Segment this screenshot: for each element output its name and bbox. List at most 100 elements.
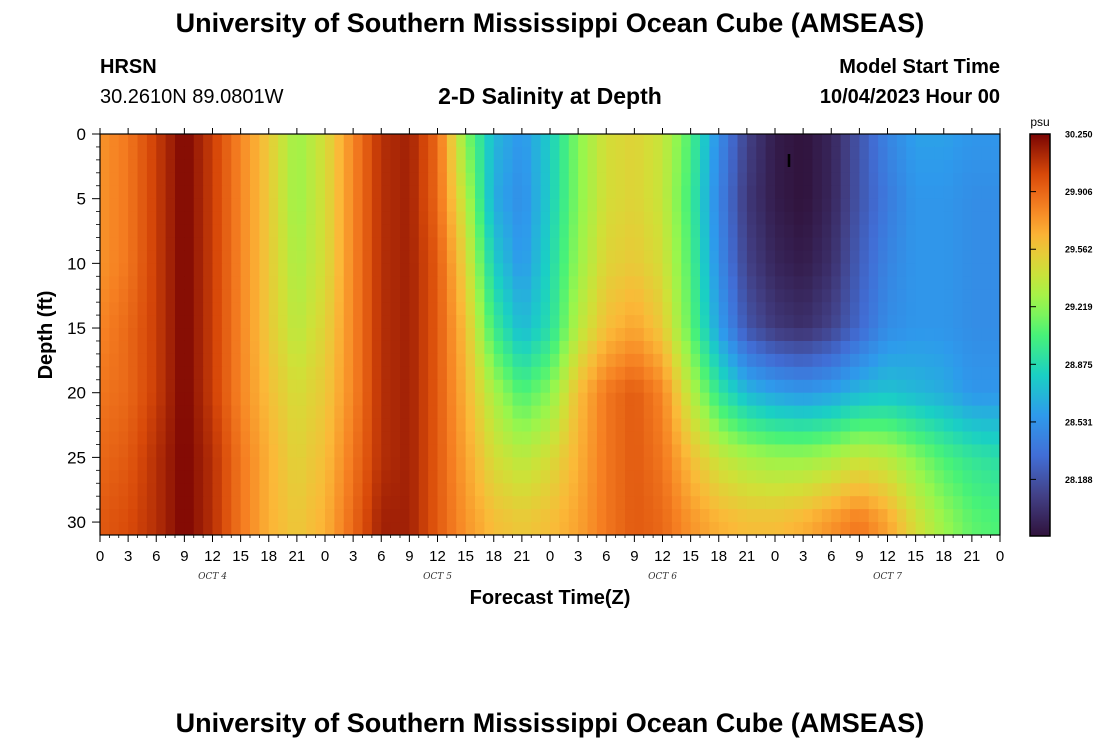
heatmap-cell [521,159,532,174]
heatmap-cell [896,392,907,407]
heatmap-cell [446,522,457,535]
heatmap-cell [540,522,551,535]
heatmap-cell [371,405,382,420]
heatmap-cell [100,185,110,200]
heatmap-cell [915,302,926,316]
heatmap-cell [737,353,748,368]
x-tick-label: 3 [799,548,807,565]
heatmap-cell [287,405,298,420]
heatmap-cell [690,263,701,277]
heatmap-cell [353,470,364,484]
heatmap-cell [812,276,823,290]
heatmap-cell [737,315,748,329]
heatmap-cell [456,353,467,368]
heatmap-cell [681,496,692,510]
heatmap-cell [259,289,270,303]
heatmap-cell [493,289,504,303]
heatmap-cell [381,392,392,407]
heatmap-cell [343,509,354,523]
heatmap-cell [915,263,926,277]
heatmap-cell [268,431,279,446]
heatmap-cell [437,340,448,355]
heatmap-cell [850,457,860,471]
heatmap-cell [475,250,485,264]
heatmap-cell [634,185,645,200]
heatmap-cell [756,444,767,458]
heatmap-cell [400,522,410,535]
heatmap-cell [559,328,570,342]
heatmap-cell [409,379,420,394]
heatmap-cell [962,457,973,471]
heatmap-cell [568,159,579,174]
heatmap-cell [596,198,607,213]
heatmap-cell [390,405,401,420]
heatmap-cell [756,224,767,239]
heatmap-cell [915,496,926,510]
heatmap-cell [418,366,429,381]
heatmap-cell [887,366,898,381]
heatmap-cell [690,185,701,200]
heatmap-cell [981,457,992,471]
heatmap-cell [634,431,645,446]
heatmap-cell [446,457,457,471]
heatmap-cell [840,340,851,355]
heatmap-cell [109,483,120,497]
heatmap-cell [812,211,823,226]
heatmap-cell [268,185,279,200]
heatmap-cell [212,353,223,368]
heatmap-cell [278,172,289,187]
heatmap-cell [512,198,523,213]
heatmap-cell [409,159,420,174]
heatmap-cell [381,237,392,252]
heatmap-cell [737,366,748,381]
heatmap-cell [859,250,870,264]
heatmap-cell [606,315,617,329]
heatmap-cell [212,379,223,394]
y-tick-label: 15 [67,319,86,338]
heatmap-cell [662,496,673,510]
heatmap-cell [512,315,523,329]
heatmap-cell [203,392,214,407]
heatmap-cell [240,431,251,446]
heatmap-cell [184,185,195,200]
heatmap-cell [840,496,851,510]
heatmap-cell [784,159,795,174]
heatmap-cell [475,185,485,200]
heatmap-cell [596,444,607,458]
heatmap-cell [746,263,757,277]
heatmap-cell [540,198,551,213]
heatmap-cell [109,340,120,355]
heatmap-cell [878,431,889,446]
x-tick-label: 15 [907,548,924,565]
heatmap-cell [278,134,289,148]
heatmap-cell [821,134,832,148]
heatmap-cell [175,340,185,355]
heatmap-cell [887,340,898,355]
heatmap-cell [156,470,167,484]
heatmap-cell [746,185,757,200]
heatmap-cell [381,263,392,277]
heatmap-cell [400,276,410,290]
heatmap-cell [278,185,289,200]
heatmap-cell [700,250,710,264]
heatmap-cell [118,366,129,381]
heatmap-cell [925,328,935,342]
heatmap-cell [203,470,214,484]
heatmap-cell [587,444,598,458]
heatmap-cell [662,224,673,239]
heatmap-cell [840,146,851,161]
heatmap-cell [240,250,251,264]
heatmap-cell [737,483,748,497]
heatmap-cell [821,198,832,213]
heatmap-cell [371,444,382,458]
heatmap-cell [653,250,664,264]
heatmap-cell [784,496,795,510]
heatmap-cell [887,263,898,277]
heatmap-cell [156,237,167,252]
heatmap-cell [362,522,373,535]
heatmap-cell [465,444,476,458]
heatmap-cell [221,405,232,420]
heatmap-cell [606,431,617,446]
heatmap-cell [521,470,532,484]
heatmap-cell [840,302,851,316]
